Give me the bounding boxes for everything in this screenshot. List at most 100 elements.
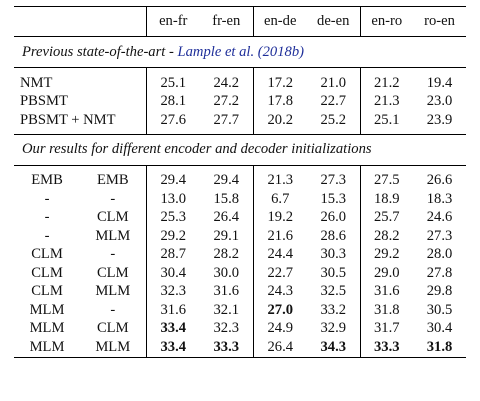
decoder-init-cell: - xyxy=(80,245,147,264)
bleu-score-cell: 23.0 xyxy=(426,93,453,110)
bleu-score-cell: 30.5 xyxy=(426,301,453,318)
bleu-score-cell: 34.3 xyxy=(307,338,360,358)
baseline-row: PBSMT 28.1 27.2 17.8 22.7 21.3 23.0 xyxy=(14,92,466,111)
bleu-score-cell: 32.9 xyxy=(320,320,347,337)
method-label: PBSMT + NMT xyxy=(14,111,147,134)
bleu-score-cell: 21.0 xyxy=(320,74,347,91)
decoder-init-cell: MLM xyxy=(80,338,147,358)
bleu-score-cell: 28.7 xyxy=(145,245,200,264)
citation-link[interactable]: Lample et al. (2018b) xyxy=(177,43,304,60)
bleu-score-cell: 29.8 xyxy=(426,283,453,300)
encoder-init-cell: MLM xyxy=(29,301,65,318)
bleu-score-cell: 17.8 xyxy=(252,92,307,111)
result-row: MLM MLM 33.4 33.3 26.4 34.3 33.3 31.8 xyxy=(14,338,466,358)
bleu-score-cell: 17.2 xyxy=(252,67,307,93)
bleu-score-cell: 32.5 xyxy=(320,283,347,300)
bleu-score-cell: 33.3 xyxy=(200,338,253,358)
encoder-init-cell: MLM xyxy=(14,338,80,358)
result-row: CLM MLM 32.3 31.6 24.3 32.5 31.6 29.8 xyxy=(14,282,466,301)
section-our-results: Our results for different encoder and de… xyxy=(14,133,466,166)
bleu-score-cell: 24.2 xyxy=(213,74,240,91)
encoder-init-cell: - xyxy=(44,190,50,207)
bleu-score-cell: 30.5 xyxy=(320,264,347,281)
result-row: - MLM 29.2 29.1 21.6 28.6 28.2 27.3 xyxy=(14,227,466,246)
bleu-score-cell: 26.0 xyxy=(320,209,347,226)
bleu-score-cell: 28.2 xyxy=(213,246,240,263)
bleu-score-cell: 27.7 xyxy=(213,111,240,128)
result-row: - -13.0 15.8 6.7 15.3 18.9 18.3 xyxy=(14,190,466,209)
bleu-score-cell: 28.0 xyxy=(426,246,453,263)
encoder-init-cell: CLM xyxy=(31,264,63,281)
bleu-score-cell: 20.2 xyxy=(252,111,307,134)
section-title-separator: - xyxy=(165,43,178,60)
bleu-score-cell: 29.2 xyxy=(145,227,200,246)
bleu-score-cell: 21.2 xyxy=(359,67,413,93)
bleu-score-cell: 32.1 xyxy=(213,301,240,318)
decoder-init-cell: MLM xyxy=(80,227,147,246)
encoder-init-cell: - xyxy=(44,209,50,226)
result-row: MLM -31.6 32.1 27.0 33.2 31.8 30.5 xyxy=(14,301,466,320)
bleu-score-cell: 30.4 xyxy=(145,264,200,283)
method-label: NMT xyxy=(14,67,147,93)
bleu-score-cell: 30.4 xyxy=(426,320,453,337)
section-title: Our results for different encoder and de… xyxy=(14,133,466,166)
bleu-score-cell: 22.7 xyxy=(252,264,307,283)
bleu-score-cell: 30.3 xyxy=(320,246,347,263)
bleu-score-cell: 28.6 xyxy=(320,227,347,244)
bleu-score-cell: 13.0 xyxy=(145,190,200,209)
bleu-score-cell: 26.4 xyxy=(213,209,240,226)
bleu-score-cell: 33.4 xyxy=(145,338,200,358)
baseline-row: NMT 25.1 24.2 17.2 21.0 21.2 19.4 xyxy=(14,67,466,93)
decoder-init-cell: - xyxy=(80,190,147,209)
header-cell: en-de xyxy=(252,6,307,37)
bleu-score-cell: 24.4 xyxy=(252,245,307,264)
bleu-score-cell: 29.2 xyxy=(359,245,413,264)
decoder-init-cell: CLM xyxy=(80,319,147,338)
header-empty-cell xyxy=(80,6,147,37)
result-row: CLM -28.7 28.2 24.4 30.3 29.2 28.0 xyxy=(14,245,466,264)
bleu-score-cell: 25.1 xyxy=(359,111,413,134)
section-title-text: Previous state-of-the-art xyxy=(22,43,166,60)
decoder-init-cell: CLM xyxy=(80,264,147,283)
header-cell: en-ro xyxy=(359,6,413,37)
bleu-score-cell: 31.8 xyxy=(413,338,466,358)
encoder-init-cell: - xyxy=(44,227,50,244)
bleu-score-cell: 30.0 xyxy=(213,264,240,281)
bleu-score-cell: 26.6 xyxy=(426,172,453,189)
header-cell: ro-en xyxy=(424,12,455,29)
bleu-score-cell: 27.3 xyxy=(320,172,347,189)
header-cell: en-fr xyxy=(145,6,200,37)
bleu-score-cell: 29.1 xyxy=(213,227,240,244)
bleu-score-cell: 24.3 xyxy=(252,282,307,301)
encoder-init-cell: CLM xyxy=(31,283,63,300)
bleu-score-cell: 33.3 xyxy=(359,338,413,358)
decoder-init-cell: CLM xyxy=(80,208,147,227)
bleu-score-cell: 28.2 xyxy=(359,227,413,246)
bleu-score-cell: 27.2 xyxy=(213,93,240,110)
bleu-score-cell: 29.0 xyxy=(359,264,413,283)
method-label: PBSMT xyxy=(14,92,147,111)
bleu-score-cell: 27.8 xyxy=(426,264,453,281)
bleu-score-cell: 21.6 xyxy=(252,227,307,246)
bleu-score-cell: 6.7 xyxy=(252,190,307,209)
header-empty-cell xyxy=(14,6,80,37)
bleu-score-cell: 15.3 xyxy=(320,190,347,207)
bleu-score-cell: 23.9 xyxy=(426,111,453,128)
bleu-score-cell: 29.4 xyxy=(213,172,240,189)
bleu-score-cell: 32.3 xyxy=(213,320,240,337)
bleu-score-cell: 22.7 xyxy=(320,93,347,110)
bleu-score-cell: 19.4 xyxy=(426,74,453,91)
bleu-score-cell: 19.2 xyxy=(252,208,307,227)
bleu-score-cell: 31.6 xyxy=(359,282,413,301)
bleu-score-cell: 26.4 xyxy=(252,338,307,358)
baseline-row: PBSMT + NMT 27.6 27.7 20.2 25.2 25.1 23.9 xyxy=(14,111,466,134)
result-row: EMB EMB 29.4 29.4 21.3 27.3 27.5 26.6 xyxy=(14,165,466,190)
bleu-score-cell: 21.3 xyxy=(252,165,307,190)
result-row: MLM CLM 33.4 32.3 24.9 32.9 31.7 30.4 xyxy=(14,319,466,338)
bleu-score-cell: 27.0 xyxy=(252,301,307,320)
bleu-score-cell: 24.9 xyxy=(252,319,307,338)
encoder-init-cell: EMB xyxy=(31,172,63,189)
decoder-init-cell: EMB xyxy=(80,165,147,190)
bleu-score-cell: 21.3 xyxy=(359,92,413,111)
bleu-score-cell: 29.4 xyxy=(145,165,200,190)
